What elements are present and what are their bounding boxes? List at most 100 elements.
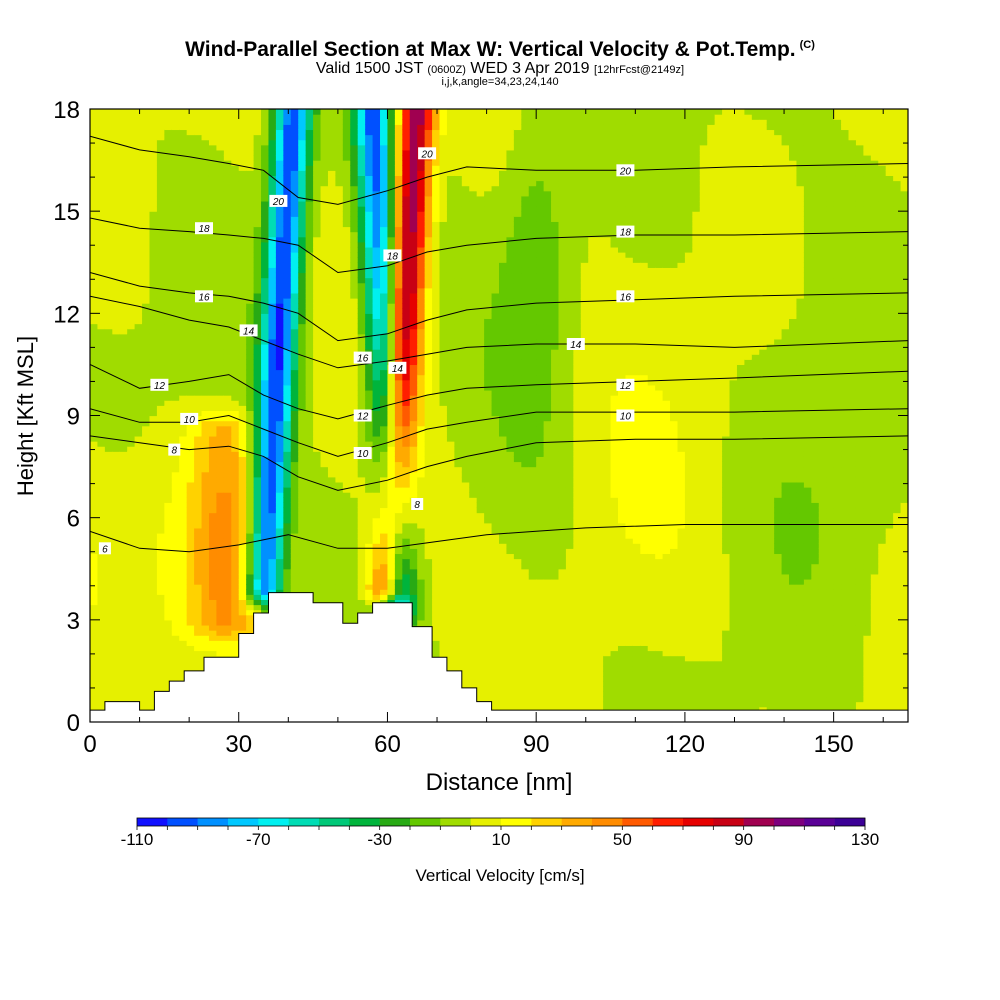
velocity-cell	[127, 175, 136, 182]
velocity-cell	[201, 124, 210, 131]
velocity-cell	[90, 154, 99, 161]
velocity-cell	[223, 400, 232, 406]
velocity-cell	[119, 190, 128, 197]
velocity-cell	[335, 578, 344, 585]
velocity-cell	[156, 318, 165, 325]
velocity-cell	[186, 619, 195, 626]
velocity-cell	[149, 701, 158, 708]
velocity-cell	[186, 216, 195, 222]
velocity-cell	[380, 303, 389, 309]
velocity-cell	[246, 338, 255, 345]
velocity-cell	[313, 287, 322, 294]
velocity-cell	[134, 180, 143, 187]
velocity-cell	[372, 364, 381, 371]
velocity-cell	[223, 410, 232, 417]
velocity-cell	[171, 154, 180, 161]
velocity-cell	[350, 109, 359, 115]
velocity-cell	[134, 231, 143, 238]
velocity-cell	[313, 231, 322, 238]
velocity-cell	[298, 563, 307, 570]
velocity-cell	[216, 144, 225, 151]
velocity-cell	[350, 226, 359, 233]
velocity-cell	[223, 497, 232, 503]
velocity-cell	[305, 553, 314, 560]
velocity-cell	[327, 119, 336, 125]
velocity-cell	[90, 364, 99, 371]
velocity-cell	[327, 134, 336, 141]
velocity-cell	[246, 369, 255, 376]
velocity-cell	[112, 691, 121, 698]
velocity-cell	[231, 553, 240, 560]
velocity-cell	[164, 231, 173, 238]
velocity-cell	[156, 216, 165, 222]
velocity-cell	[127, 696, 136, 703]
velocity-cell	[342, 425, 351, 432]
velocity-cell	[134, 691, 143, 698]
velocity-cell	[313, 119, 322, 125]
velocity-cell	[112, 696, 121, 703]
velocity-cell	[305, 497, 314, 503]
velocity-cell	[164, 481, 173, 488]
velocity-cell	[104, 114, 113, 120]
velocity-cell	[238, 185, 247, 192]
velocity-cell	[97, 558, 106, 565]
velocity-cell	[320, 359, 329, 366]
velocity-cell	[313, 154, 322, 161]
velocity-cell	[290, 384, 299, 391]
velocity-cell	[298, 308, 307, 314]
velocity-cell	[275, 512, 284, 519]
velocity-cell	[119, 614, 128, 621]
velocity-cell	[275, 257, 284, 263]
velocity-cell	[112, 614, 121, 621]
velocity-cell	[394, 389, 403, 396]
velocity-cell	[261, 578, 270, 585]
velocity-cell	[201, 216, 210, 222]
velocity-cell	[231, 405, 240, 411]
velocity-cell	[253, 400, 262, 406]
velocity-cell	[90, 609, 99, 616]
velocity-cell	[357, 558, 366, 565]
velocity-cell	[179, 185, 188, 192]
velocity-cell	[90, 246, 99, 253]
velocity-cell	[90, 527, 99, 534]
velocity-cell	[142, 471, 151, 478]
velocity-cell	[156, 481, 165, 488]
velocity-cell	[134, 461, 143, 468]
velocity-cell	[142, 568, 151, 575]
velocity-cell	[186, 298, 195, 304]
velocity-cell	[112, 676, 121, 682]
velocity-cell	[320, 374, 329, 381]
velocity-cell	[97, 497, 106, 503]
velocity-cell	[246, 252, 255, 258]
velocity-cell	[387, 415, 396, 422]
velocity-cell	[119, 282, 128, 289]
velocity-cell	[104, 430, 113, 437]
velocity-cell	[97, 180, 106, 187]
velocity-cell	[134, 221, 143, 228]
velocity-cell	[97, 660, 106, 667]
velocity-cell	[372, 241, 381, 248]
velocity-cell	[104, 349, 113, 355]
velocity-cell	[90, 410, 99, 417]
velocity-cell	[253, 303, 262, 309]
velocity-cell	[119, 517, 128, 524]
velocity-cell	[156, 170, 165, 177]
velocity-cell	[231, 359, 240, 366]
velocity-cell	[127, 221, 136, 228]
velocity-cell	[350, 216, 359, 222]
velocity-cell	[275, 185, 284, 192]
velocity-cell	[223, 420, 232, 427]
velocity-cell	[342, 180, 351, 187]
velocity-cell	[171, 502, 180, 509]
velocity-cell	[112, 584, 121, 590]
velocity-cell	[342, 405, 351, 411]
velocity-cell	[149, 420, 158, 427]
velocity-cell	[253, 292, 262, 299]
velocity-cell	[238, 497, 247, 503]
velocity-cell	[127, 594, 136, 600]
velocity-cell	[238, 354, 247, 360]
velocity-cell	[201, 446, 210, 452]
velocity-cell	[149, 691, 158, 698]
velocity-cell	[253, 129, 262, 136]
velocity-cell	[313, 359, 322, 366]
